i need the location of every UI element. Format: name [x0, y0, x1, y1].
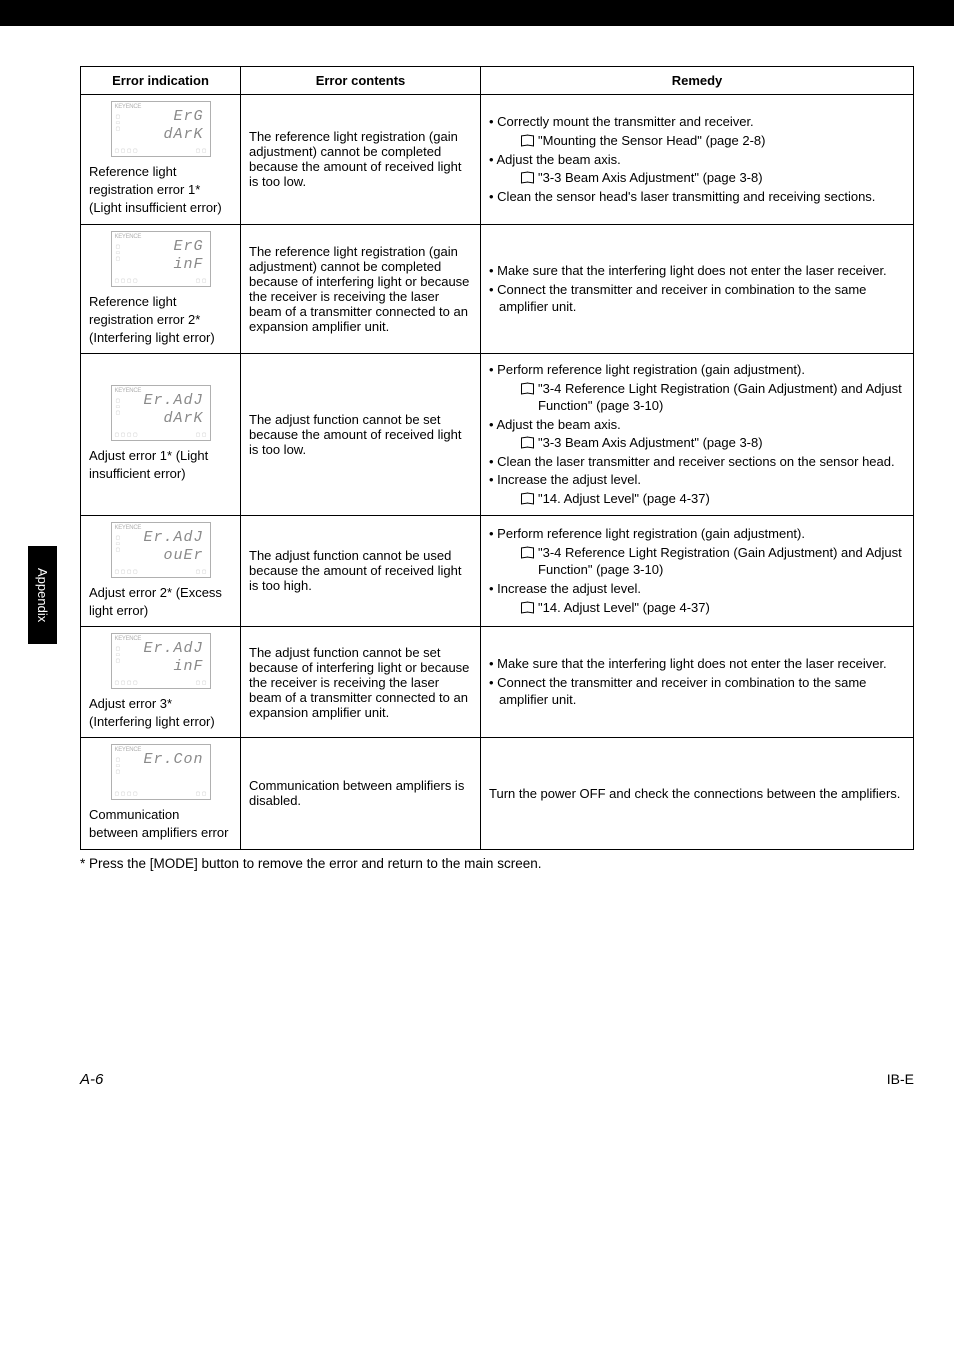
remedy-bullet: Clean the sensor head's laser transmitti… — [489, 188, 905, 206]
remedy-bullet: Clean the laser transmitter and receiver… — [489, 453, 905, 471]
book-icon — [521, 492, 534, 503]
remedy-bullet: Perform reference light registration (ga… — [489, 525, 905, 543]
book-icon — [521, 382, 534, 393]
book-icon — [521, 601, 534, 612]
page-footer: A-6 IB-E — [0, 1071, 954, 1118]
indication-label: Adjust error 2* (Excess light error) — [89, 584, 232, 620]
remedy-reference: "3-4 Reference Light Registration (Gain … — [499, 380, 905, 415]
header-error-indication: Error indication — [81, 67, 241, 95]
table-row: KEYENCE ▢▭▢ Er.Con ▢ ▢ ▢ ▢▢ ▢ Communicat… — [81, 738, 914, 849]
cell-contents: The reference light registration (gain a… — [241, 224, 481, 354]
remedy-reference: "14. Adjust Level" (page 4-37) — [499, 599, 905, 617]
side-tab-appendix: Appendix — [28, 546, 57, 644]
remedy-bullet: Increase the adjust level. — [489, 471, 905, 489]
remedy-bullet: Connect the transmitter and receiver in … — [489, 281, 905, 316]
cell-remedy: Perform reference light registration (ga… — [481, 354, 914, 515]
cell-contents: The adjust function cannot be set becaus… — [241, 626, 481, 737]
header-error-contents: Error contents — [241, 67, 481, 95]
header-remedy: Remedy — [481, 67, 914, 95]
page-content: Appendix Error indication Error contents… — [0, 26, 954, 871]
table-row: KEYENCE ▢▭▢ Er.AdJ ouEr ▢ ▢ ▢ ▢▢ ▢ Adjus… — [81, 515, 914, 626]
table-header-row: Error indication Error contents Remedy — [81, 67, 914, 95]
indication-label: Communication between amplifiers error — [89, 806, 232, 842]
remedy-reference: "Mounting the Sensor Head" (page 2-8) — [499, 132, 905, 150]
cell-contents: Communication between amplifiers is disa… — [241, 738, 481, 849]
remedy-bullet: Increase the adjust level. — [489, 580, 905, 598]
cell-indication: KEYENCE ▢▭▢ ErG dArK ▢ ▢ ▢ ▢▢ ▢ Referenc… — [81, 95, 241, 225]
top-black-bar — [0, 0, 954, 26]
cell-indication: KEYENCE ▢▭▢ ErG inF ▢ ▢ ▢ ▢▢ ▢ Reference… — [81, 224, 241, 354]
cell-remedy: Make sure that the interfering light doe… — [481, 224, 914, 354]
book-icon — [521, 436, 534, 447]
indicator-box: KEYENCE ▢▭▢ Er.Con ▢ ▢ ▢ ▢▢ ▢ — [111, 744, 211, 800]
table-row: KEYENCE ▢▭▢ ErG inF ▢ ▢ ▢ ▢▢ ▢ Reference… — [81, 224, 914, 354]
cell-indication: KEYENCE ▢▭▢ Er.AdJ dArK ▢ ▢ ▢ ▢▢ ▢ Adjus… — [81, 354, 241, 515]
remedy-bullet: Make sure that the interfering light doe… — [489, 262, 905, 280]
remedy-reference: "3-4 Reference Light Registration (Gain … — [499, 544, 905, 579]
indication-label: Reference light registration error 1* (L… — [89, 163, 232, 218]
remedy-bullet: Perform reference light registration (ga… — [489, 361, 905, 379]
table-row: KEYENCE ▢▭▢ Er.AdJ dArK ▢ ▢ ▢ ▢▢ ▢ Adjus… — [81, 354, 914, 515]
cell-indication: KEYENCE ▢▭▢ Er.Con ▢ ▢ ▢ ▢▢ ▢ Communicat… — [81, 738, 241, 849]
remedy-reference: "14. Adjust Level" (page 4-37) — [499, 490, 905, 508]
indicator-box: KEYENCE ▢▭▢ ErG inF ▢ ▢ ▢ ▢▢ ▢ — [111, 231, 211, 287]
cell-remedy: Turn the power OFF and check the connect… — [481, 738, 914, 849]
remedy-text: Turn the power OFF and check the connect… — [489, 785, 905, 803]
indicator-box: KEYENCE ▢▭▢ Er.AdJ ouEr ▢ ▢ ▢ ▢▢ ▢ — [111, 522, 211, 578]
cell-indication: KEYENCE ▢▭▢ Er.AdJ ouEr ▢ ▢ ▢ ▢▢ ▢ Adjus… — [81, 515, 241, 626]
cell-contents: The reference light registration (gain a… — [241, 95, 481, 225]
indication-label: Reference light registration error 2* (I… — [89, 293, 232, 348]
book-icon — [521, 546, 534, 557]
indication-label: Adjust error 1* (Light insufficient erro… — [89, 447, 232, 483]
remedy-bullet: Make sure that the interfering light doe… — [489, 655, 905, 673]
cell-remedy: Perform reference light registration (ga… — [481, 515, 914, 626]
error-table: Error indication Error contents Remedy K… — [80, 66, 914, 850]
page-number-left: A-6 — [80, 1071, 103, 1088]
indicator-box: KEYENCE ▢▭▢ ErG dArK ▢ ▢ ▢ ▢▢ ▢ — [111, 101, 211, 157]
cell-contents: The adjust function cannot be used becau… — [241, 515, 481, 626]
cell-remedy: Make sure that the interfering light doe… — [481, 626, 914, 737]
error-table-body: KEYENCE ▢▭▢ ErG dArK ▢ ▢ ▢ ▢▢ ▢ Referenc… — [81, 95, 914, 850]
remedy-bullet: Adjust the beam axis. — [489, 151, 905, 169]
remedy-reference: "3-3 Beam Axis Adjustment" (page 3-8) — [499, 434, 905, 452]
remedy-bullet: Connect the transmitter and receiver in … — [489, 674, 905, 709]
indication-label: Adjust error 3* (Interfering light error… — [89, 695, 232, 731]
remedy-bullet: Correctly mount the transmitter and rece… — [489, 113, 905, 131]
remedy-reference: "3-3 Beam Axis Adjustment" (page 3-8) — [499, 169, 905, 187]
table-row: KEYENCE ▢▭▢ Er.AdJ inF ▢ ▢ ▢ ▢▢ ▢ Adjust… — [81, 626, 914, 737]
table-row: KEYENCE ▢▭▢ ErG dArK ▢ ▢ ▢ ▢▢ ▢ Referenc… — [81, 95, 914, 225]
page-number-right: IB-E — [887, 1071, 914, 1088]
book-icon — [521, 171, 534, 182]
remedy-bullet: Adjust the beam axis. — [489, 416, 905, 434]
footnote: * Press the [MODE] button to remove the … — [80, 856, 914, 871]
cell-contents: The adjust function cannot be set becaus… — [241, 354, 481, 515]
indicator-box: KEYENCE ▢▭▢ Er.AdJ dArK ▢ ▢ ▢ ▢▢ ▢ — [111, 385, 211, 441]
indicator-box: KEYENCE ▢▭▢ Er.AdJ inF ▢ ▢ ▢ ▢▢ ▢ — [111, 633, 211, 689]
cell-indication: KEYENCE ▢▭▢ Er.AdJ inF ▢ ▢ ▢ ▢▢ ▢ Adjust… — [81, 626, 241, 737]
cell-remedy: Correctly mount the transmitter and rece… — [481, 95, 914, 225]
book-icon — [521, 134, 534, 145]
